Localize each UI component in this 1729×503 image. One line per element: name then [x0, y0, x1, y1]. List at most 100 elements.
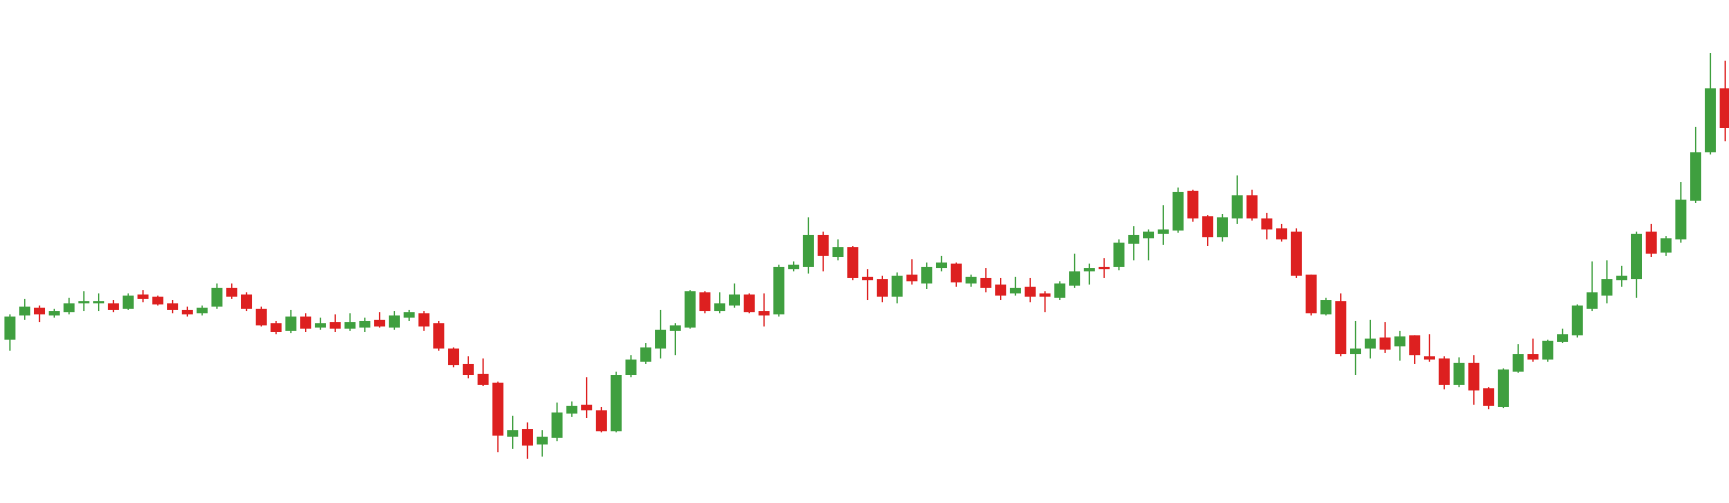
candle-body	[1571, 305, 1583, 336]
candle-body	[1172, 191, 1184, 231]
candle-body	[684, 291, 696, 328]
candle-body	[1394, 336, 1406, 347]
candle-body	[847, 247, 859, 278]
candle-body	[492, 382, 504, 436]
candle-body	[1616, 275, 1628, 281]
candle-body	[226, 287, 238, 297]
candle-body	[78, 301, 90, 304]
candle-body	[980, 277, 992, 288]
candle-body	[1512, 354, 1524, 372]
candle-body	[935, 262, 948, 269]
candle-body	[1231, 195, 1243, 219]
candle-body	[536, 436, 548, 445]
candle-body	[33, 307, 46, 315]
candle-body	[314, 323, 326, 328]
candle-body	[211, 287, 223, 307]
candle-body	[965, 276, 977, 284]
candle-body	[122, 295, 134, 309]
candle-body	[581, 404, 593, 411]
candle-body	[152, 296, 164, 305]
candle-body	[374, 319, 386, 327]
candle-body	[1187, 190, 1199, 219]
candle-body	[448, 348, 460, 366]
candle-body	[1645, 231, 1657, 254]
candle-body	[1143, 231, 1155, 239]
candle-body	[551, 412, 563, 438]
candle-body	[196, 307, 208, 314]
candle-body	[1098, 266, 1110, 270]
candle-body	[1468, 362, 1480, 391]
candle-body	[507, 430, 519, 437]
candle-body	[758, 311, 770, 316]
candle-body	[1438, 358, 1450, 385]
candle-body	[832, 247, 844, 258]
candle-body	[817, 234, 829, 256]
candle-body	[640, 347, 652, 362]
candle-body	[714, 303, 726, 312]
candle-body	[1719, 88, 1729, 128]
candle-body	[285, 316, 297, 331]
candle-body	[1586, 292, 1598, 309]
candle-body	[610, 375, 622, 432]
candle-body	[669, 325, 681, 331]
candle-body	[1557, 334, 1569, 342]
candle-body	[1542, 340, 1554, 360]
candle-body	[921, 266, 933, 284]
candle-body	[1690, 152, 1702, 201]
candle-body	[1423, 356, 1435, 360]
candle-body	[1290, 231, 1302, 276]
candle-body	[1216, 217, 1228, 238]
candle-body	[1497, 369, 1509, 407]
candle-body	[1660, 238, 1672, 253]
candle-body	[1364, 338, 1376, 349]
candle-body	[329, 322, 341, 329]
candle-body	[625, 359, 637, 375]
candle-body	[300, 316, 312, 329]
candle-body	[802, 234, 814, 267]
candle-body	[477, 373, 489, 385]
candle-body	[1039, 293, 1051, 297]
candle-body	[1128, 234, 1140, 244]
candle-body	[359, 320, 371, 328]
candle-body	[241, 294, 253, 309]
candle-body	[181, 309, 193, 315]
candle-body	[1024, 286, 1036, 297]
candle-body	[728, 294, 740, 306]
candle-body	[1202, 216, 1214, 238]
candle-body	[403, 312, 415, 318]
candle-body	[1276, 228, 1288, 240]
candle-body	[876, 279, 888, 297]
candle-body	[743, 294, 755, 313]
candle-body	[699, 292, 711, 312]
candle-body	[433, 323, 445, 349]
candle-body	[1261, 218, 1273, 230]
candle-body	[93, 301, 105, 304]
candle-body	[63, 303, 75, 313]
candle-body	[1379, 337, 1391, 350]
candle-body	[1246, 195, 1258, 219]
candle-body	[595, 410, 607, 432]
candle-body	[906, 274, 918, 282]
candle-body	[19, 306, 31, 316]
candle-body	[1630, 233, 1642, 280]
candle-body	[1320, 300, 1332, 315]
candle-body	[4, 316, 16, 340]
candle-body	[462, 363, 474, 375]
candle-body	[1675, 199, 1687, 240]
candle-body	[788, 264, 800, 270]
candle-body	[1069, 271, 1081, 286]
candle-body	[1601, 279, 1613, 296]
candle-body	[773, 266, 785, 315]
candle-body	[1113, 242, 1125, 267]
candle-body	[167, 303, 179, 310]
candle-body	[1009, 287, 1021, 294]
candle-body	[521, 429, 533, 446]
candle-body	[1054, 283, 1066, 298]
candle-body	[270, 323, 282, 332]
candle-body	[566, 405, 578, 414]
candle-body	[344, 322, 356, 329]
candle-body	[950, 263, 962, 283]
candle-body	[1453, 362, 1465, 385]
candle-body	[1157, 229, 1169, 234]
